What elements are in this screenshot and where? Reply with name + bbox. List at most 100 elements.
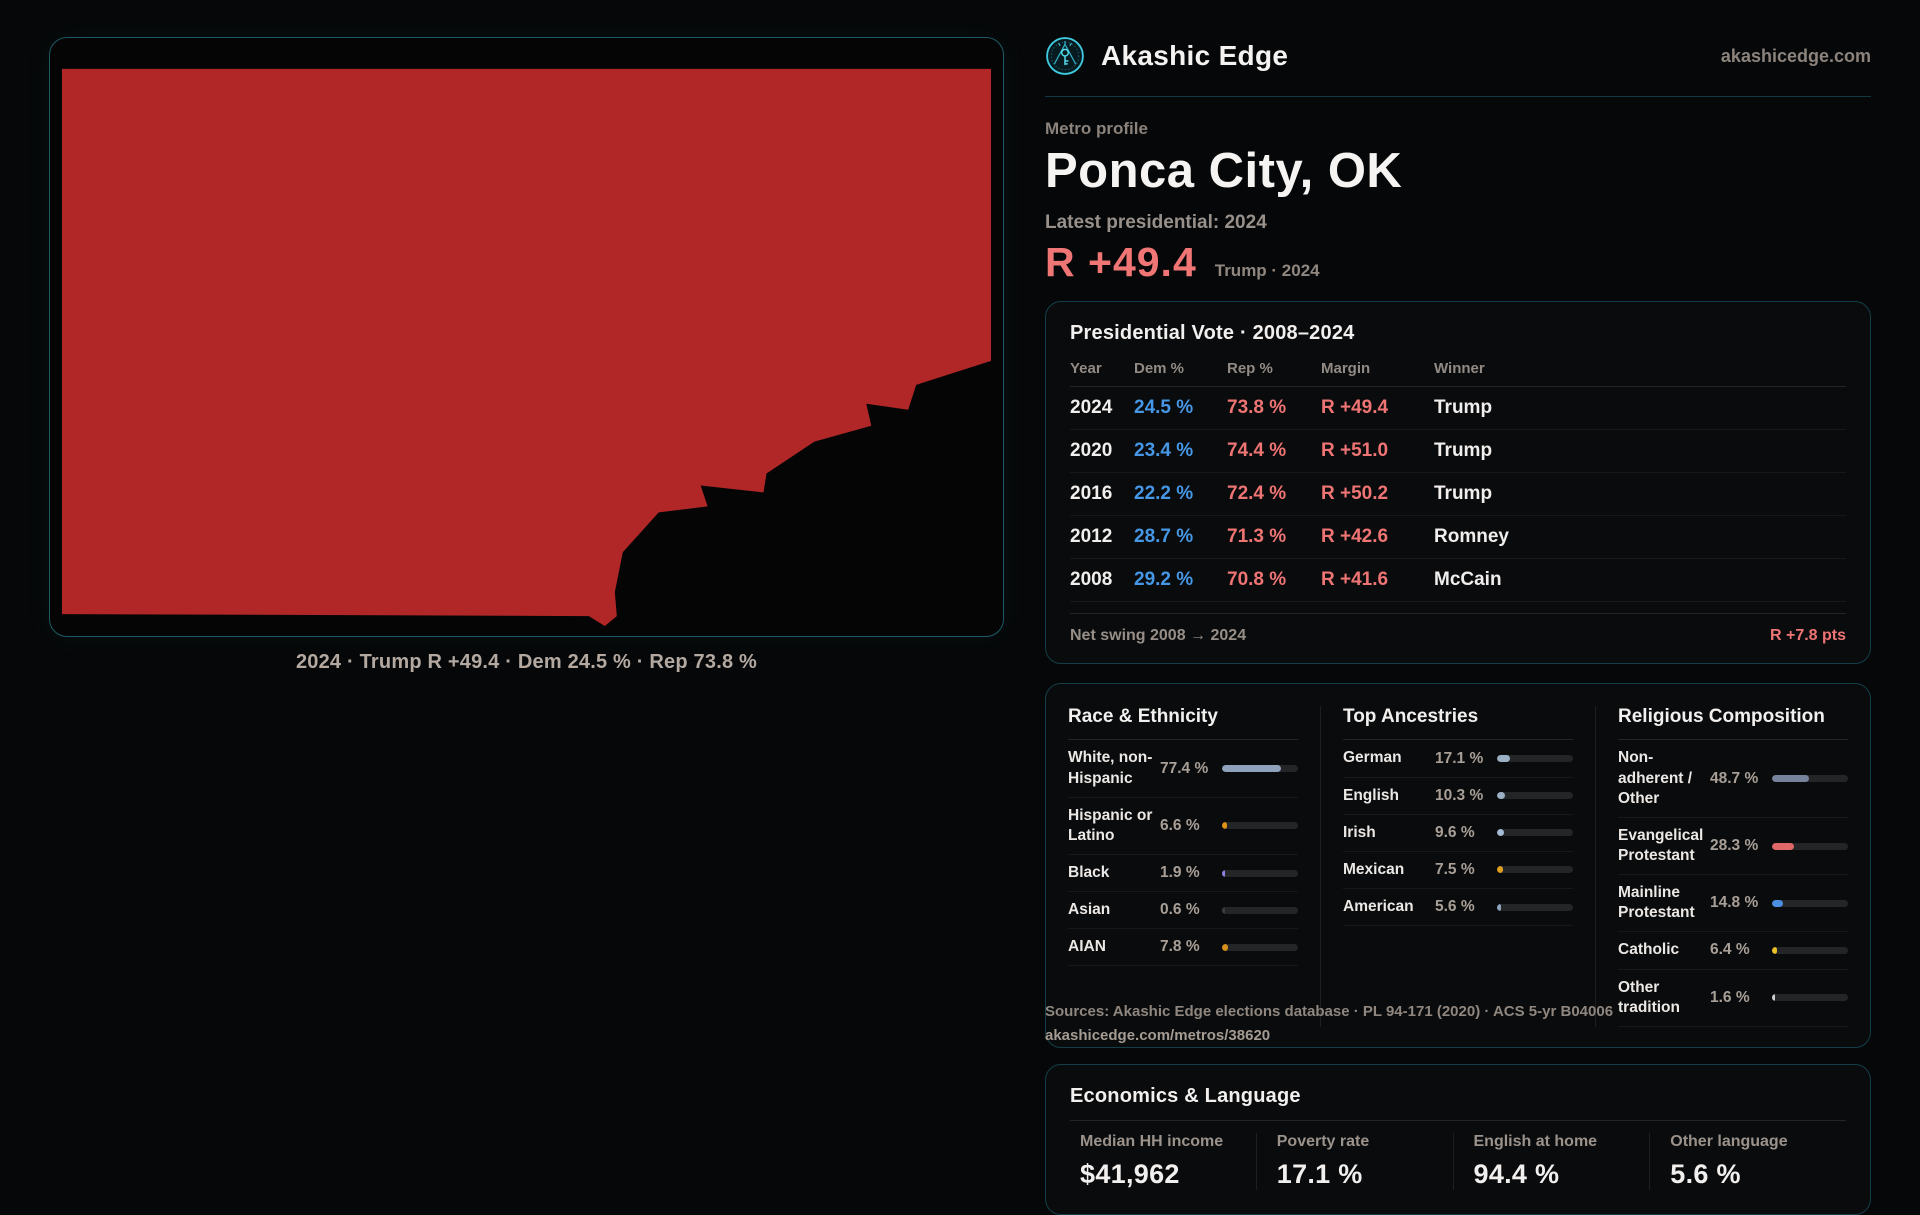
stat-label: Catholic [1618,941,1680,959]
stat-value: 6.4 % [1710,941,1750,959]
headline-margin-value: R +49.4 [1045,239,1197,286]
col-header-rep: Rep % [1227,360,1273,378]
stat-label: American [1343,898,1414,915]
pres-winner: Trump [1434,397,1493,419]
stat-bar-track [1772,842,1848,850]
stat-row: Asian 0.6 % [1068,892,1298,930]
pres-margin: R +41.6 [1321,569,1389,591]
demographics-column: Race & Ethnicity White, non-Hispanic 77.… [1046,706,1320,1026]
demographics-column-title: Religious Composition [1618,706,1848,741]
pres-table-row: 2016 22.2 % 72.4 % R +50.2 Trump [1070,473,1846,517]
econ-stat: English at home 94.4 % [1452,1132,1650,1190]
stat-row: Black 1.9 % [1068,855,1298,893]
econ-stat-label: Median HH income [1080,1132,1224,1150]
stat-value: 28.3 % [1710,837,1759,854]
pres-margin: R +51.0 [1321,440,1389,462]
stat-row: German 17.1 % [1343,740,1573,778]
pres-dem-share: 22.2 % [1134,483,1194,505]
stat-row: Non-adherent / Other 48.7 % [1618,740,1848,818]
pres-rep-share: 74.4 % [1227,440,1287,462]
stat-value: 48.7 % [1710,769,1759,787]
pres-table-row: 2008 29.2 % 70.8 % R +41.6 McCain [1070,559,1846,603]
pres-table-header: Year Dem % Rep % Margin Winner [1070,360,1846,388]
stat-value: 5.6 % [1435,898,1475,916]
stat-bar-track [1497,903,1573,911]
stat-label: German [1343,749,1402,767]
pres-year: 2012 [1070,526,1113,548]
demographics-card: Race & Ethnicity White, non-Hispanic 77.… [1045,683,1871,1048]
stat-bar-fill [1772,946,1777,954]
econ-stat: Other language 5.6 % [1649,1132,1846,1190]
headline-margin-row: R +49.4 Trump · 2024 [1045,239,1871,286]
stat-label: Non-adherent / Other [1618,749,1693,807]
stat-bar-track [1772,994,1848,1002]
stat-bar-track [1222,765,1298,773]
site-header: Akashic Edge akashicedge.com [1045,0,1871,97]
econ-stat: Median HH income $41,962 [1070,1133,1256,1190]
stat-label: Hispanic or Latino [1068,806,1153,844]
stat-row: Catholic 6.4 % [1618,932,1848,970]
pres-table-rows: 2024 24.5 % 73.8 % R +49.4 Trump 2020 23… [1070,387,1846,603]
econ-stat-value: 5.6 % [1670,1158,1741,1189]
stat-value: 10.3 % [1435,786,1484,804]
stat-bar-track [1772,946,1848,954]
stat-bar-track [1497,755,1573,762]
stat-label: Asian [1068,901,1111,919]
pres-year: 2008 [1070,569,1113,591]
pres-dem-share: 23.4 % [1134,440,1194,462]
stat-label: White, non-Hispanic [1068,749,1153,787]
col-header-year: Year [1070,360,1102,378]
stat-bar-track [1222,822,1298,830]
brand-logo-icon [1046,37,1084,75]
stat-value: 14.8 % [1710,894,1759,912]
net-swing-row: Net swing 2008 → 2024 R +7.8 pts [1070,613,1846,645]
stat-value: 17.1 % [1435,749,1484,767]
pres-rep-share: 71.3 % [1227,526,1287,548]
stat-label: Mexican [1343,860,1405,878]
pres-winner: Trump [1434,440,1493,462]
pres-dem-share: 24.5 % [1134,397,1194,419]
stat-bar-fill [1497,903,1502,911]
stat-value: 77.4 % [1160,759,1209,777]
stat-bar-fill [1772,842,1794,850]
econ-stat-label: Other language [1670,1132,1788,1150]
demographics-column-title: Race & Ethnicity [1068,706,1298,741]
stat-bar-fill [1772,994,1775,1002]
stat-bar-track [1222,869,1298,877]
sources-url-link[interactable]: akashicedge.com/metros/38620 [1045,1027,1271,1044]
stat-value: 0.6 % [1160,901,1200,919]
stat-label: Irish [1343,823,1376,841]
pres-year: 2020 [1070,440,1113,462]
presidential-vote-card: Presidential Vote · 2008–2024 Year Dem %… [1045,301,1871,665]
net-swing-label: Net swing 2008 → 2024 [1070,627,1247,645]
pres-year: 2024 [1070,397,1113,419]
econ-stat-label: Poverty rate [1276,1132,1370,1150]
pres-margin: R +50.2 [1321,483,1389,505]
site-domain-link[interactable]: akashicedge.com [1720,45,1871,66]
col-header-margin: Margin [1321,360,1371,378]
pres-rep-share: 70.8 % [1227,569,1287,591]
col-header-winner: Winner [1434,360,1485,378]
demographics-column-body: Non-adherent / Other 48.7 % Evangelical … [1618,740,1848,1027]
stat-row: Irish 9.6 % [1343,815,1573,852]
stat-bar-fill [1222,822,1228,830]
net-swing-value: R +7.8 pts [1769,627,1846,645]
stat-bar-track [1222,943,1298,951]
stat-row: Mainline Protestant 14.8 % [1618,875,1848,933]
stat-bar-track [1497,792,1573,800]
county-map [61,68,992,627]
econ-stat-value: $41,962 [1080,1158,1180,1189]
pres-winner: McCain [1434,569,1502,591]
stat-row: Hispanic or Latino 6.6 % [1068,798,1298,855]
pres-table-row: 2024 24.5 % 73.8 % R +49.4 Trump [1070,387,1846,431]
county-shape [61,68,992,627]
stat-bar-fill [1497,829,1505,837]
profile-panel: Akashic Edge akashicedge.com Metro profi… [1045,0,1871,1215]
brand-name: Akashic Edge [1101,40,1289,71]
econ-stats-row: Median HH income $41,962 Poverty rate 17… [1070,1132,1846,1190]
pres-dem-share: 29.2 % [1134,569,1194,591]
pres-table-row: 2012 28.7 % 71.3 % R +42.6 Romney [1070,516,1846,560]
stat-bar-fill [1772,899,1784,907]
econ-stat-value: 17.1 % [1276,1158,1363,1189]
economics-title: Economics & Language [1070,1085,1846,1121]
